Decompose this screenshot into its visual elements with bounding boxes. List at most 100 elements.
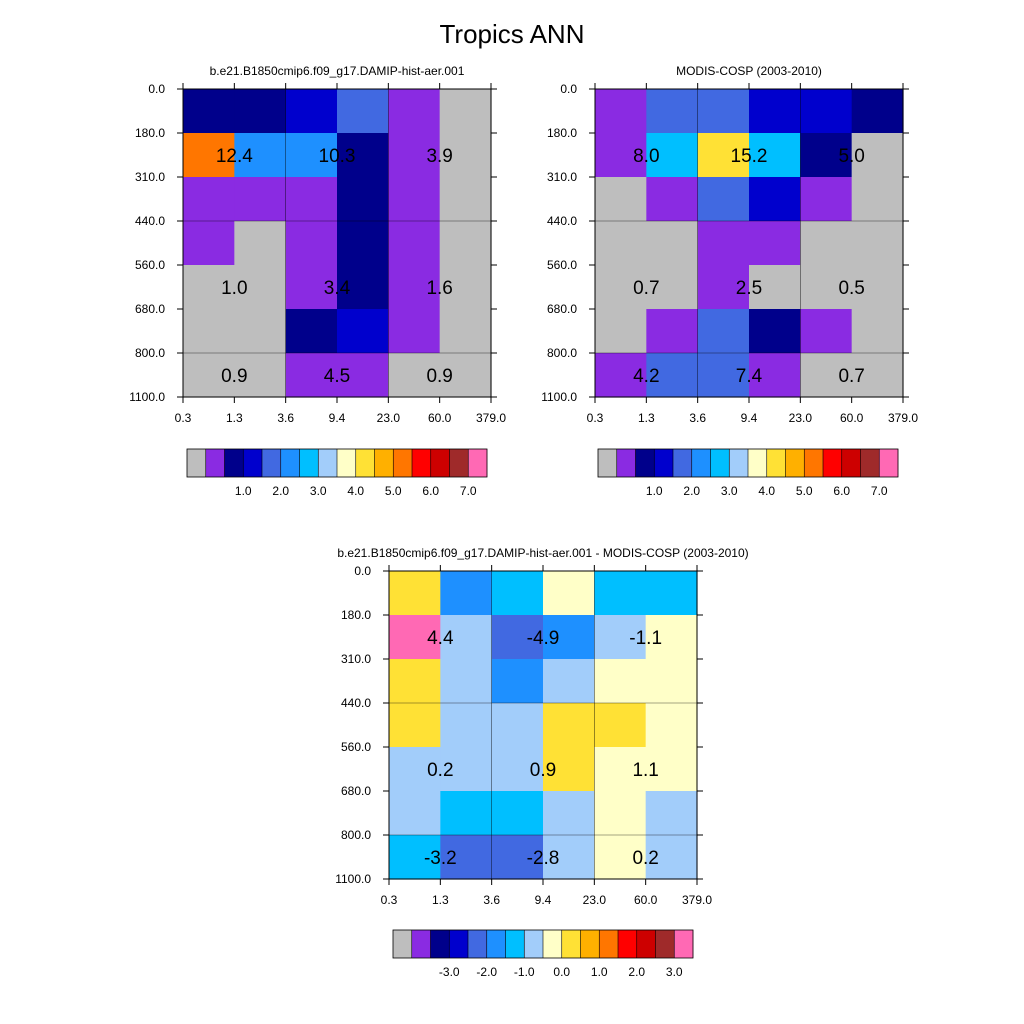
heatmap-cell [440, 571, 493, 616]
heatmap-cell [851, 353, 904, 398]
x-tick-label: 9.4 [535, 893, 552, 907]
heatmap-cell [337, 353, 389, 398]
colorbar-swatch [543, 930, 563, 958]
colorbar-label: 6.0 [833, 484, 850, 498]
heatmap-cell [285, 177, 338, 222]
heatmap-cell [183, 177, 235, 222]
colorbar-swatch [468, 449, 488, 477]
heatmap-cell [851, 89, 904, 134]
y-tick-label: 1100.0 [541, 390, 577, 404]
colorbar-label: 2.0 [628, 965, 645, 979]
x-tick-label: 3.6 [689, 411, 706, 425]
colorbar-swatch [655, 930, 675, 958]
colorbar-swatch [636, 930, 656, 958]
heatmap-cell [645, 659, 698, 704]
heatmap-cell [645, 747, 698, 792]
colorbar-label: -3.0 [439, 965, 460, 979]
heatmap-cell [851, 177, 904, 222]
heatmap-cell [389, 835, 441, 880]
y-tick-label: 310.0 [135, 170, 165, 184]
cell-value-label: 0.9 [426, 366, 452, 387]
heatmap-cell [337, 177, 389, 222]
x-tick-label: 9.4 [329, 411, 346, 425]
colorbar-swatch [430, 930, 450, 958]
cell-value-label: 8.0 [633, 146, 659, 167]
colorbar-frame [597, 448, 899, 478]
heatmap-cell [439, 133, 492, 178]
heatmap-cell [594, 571, 647, 616]
heatmap-cell [543, 747, 595, 792]
heatmap-cell [491, 615, 544, 660]
colorbar-label: 3.0 [721, 484, 738, 498]
heatmap-cell [234, 353, 287, 398]
x-tick-label: 1.3 [432, 893, 449, 907]
heatmap-cell [234, 89, 287, 134]
heatmap-cell [543, 791, 595, 836]
heatmap-cell [595, 89, 647, 134]
heatmap-cell [595, 221, 647, 266]
heatmap-cell [543, 835, 595, 880]
y-tick-label: 440.0 [341, 696, 371, 710]
heatmap-cell [440, 835, 493, 880]
cell-value-label: 0.5 [838, 278, 864, 299]
heatmap-cell [389, 791, 441, 836]
y-tick-label: 560.0 [341, 740, 371, 754]
colorbar-label: 2.0 [272, 484, 289, 498]
heatmap-cell [800, 309, 853, 354]
heatmap-cell [749, 89, 801, 134]
colorbar-swatch [430, 449, 450, 477]
heatmap-cell [646, 177, 699, 222]
heatmap-cell [749, 133, 801, 178]
y-tick-label: 800.0 [547, 346, 577, 360]
heatmap-cell [646, 133, 699, 178]
heatmap-cell [491, 791, 544, 836]
heatmap-cell [285, 89, 338, 134]
heatmap-cell [595, 309, 647, 354]
heatmap-cell [440, 615, 493, 660]
heatmap-cell [851, 221, 904, 266]
colorbar-label: 3.0 [310, 484, 327, 498]
heatmap-cell [749, 177, 801, 222]
heatmap-cell [439, 353, 492, 398]
y-tick-label: 180.0 [547, 126, 577, 140]
y-tick-label: 440.0 [547, 214, 577, 228]
x-tick-label: 60.0 [840, 411, 864, 425]
heatmap-cell [183, 309, 235, 354]
cell-value-label: 0.9 [221, 366, 247, 387]
heatmap-cell [800, 265, 853, 310]
heatmap-cell [697, 309, 750, 354]
heatmap-cell [749, 353, 801, 398]
heatmap-cell [697, 353, 750, 398]
colorbar-label: -1.0 [514, 965, 535, 979]
heatmap-cell [439, 309, 492, 354]
heatmap-cell [595, 353, 647, 398]
y-tick-label: 1100.0 [335, 872, 371, 886]
x-tick-label: 1.3 [226, 411, 243, 425]
cell-value-label: 5.0 [838, 146, 864, 167]
heatmap-cell [697, 133, 750, 178]
heatmap-cell [440, 659, 493, 704]
heatmap-cell [337, 89, 389, 134]
heatmap-cell [543, 571, 595, 616]
x-tick-label: 9.4 [741, 411, 758, 425]
heatmap-cell [285, 133, 338, 178]
cell-value-label: 4.2 [633, 366, 659, 387]
colorbar-swatch [524, 930, 544, 958]
heatmap-cell [594, 835, 647, 880]
x-tick-label: 60.0 [634, 893, 658, 907]
heatmap-cell [749, 309, 801, 354]
y-tick-label: 680.0 [341, 784, 371, 798]
heatmap-cell [337, 221, 389, 266]
colorbar-swatch [879, 449, 899, 477]
heatmap-cell [285, 309, 338, 354]
colorbar-label: -2.0 [476, 965, 497, 979]
x-tick-label: 379.0 [476, 411, 506, 425]
x-tick-label: 379.0 [888, 411, 918, 425]
heatmap-cell [491, 747, 544, 792]
colorbar-swatch [299, 449, 319, 477]
cell-value-label: 1.0 [221, 278, 247, 299]
heatmap-cell [851, 133, 904, 178]
heatmap-cell [388, 89, 441, 134]
colorbar-swatch [635, 449, 655, 477]
